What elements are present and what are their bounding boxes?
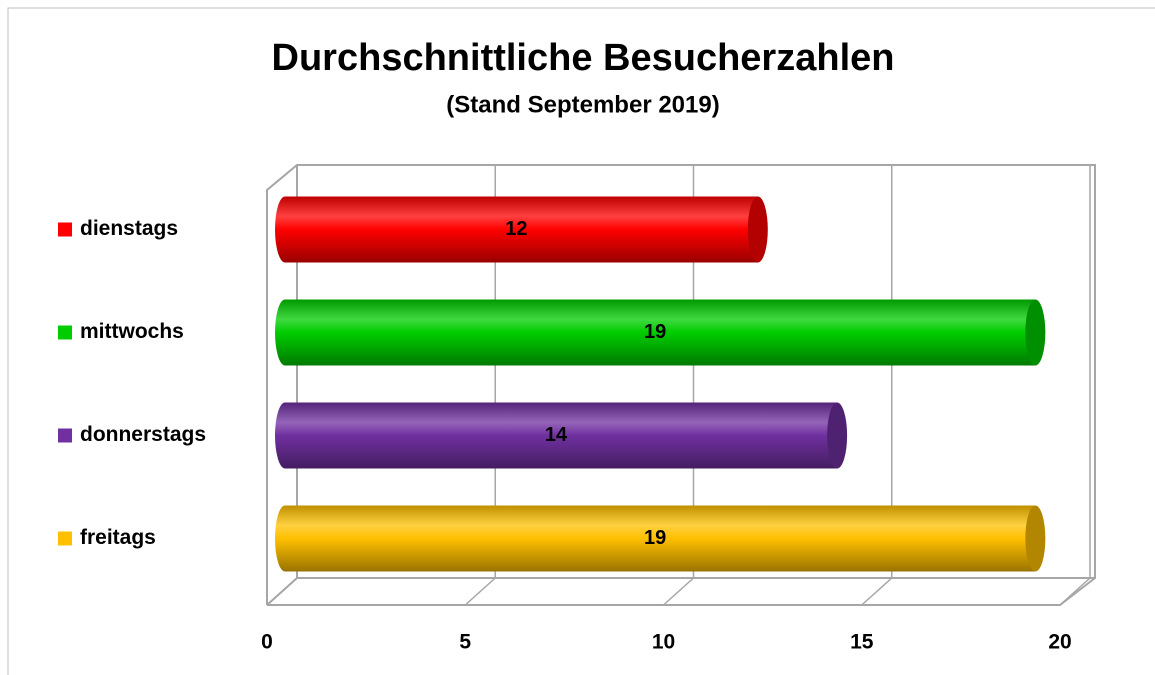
x-tick-label: 20 (1048, 631, 1071, 654)
value-label: 19 (644, 527, 666, 549)
floor-grid-line (1059, 577, 1091, 606)
chart-subtitle: (Stand September 2019) (446, 91, 719, 118)
bar-cap (1025, 505, 1046, 572)
bar (275, 196, 758, 263)
chart-title: Durchschnittliche Besucherzahlen (272, 37, 895, 79)
legend-swatch (58, 325, 72, 340)
floor-grid-line (662, 577, 695, 606)
x-tick-label: 10 (652, 631, 675, 654)
bar (275, 299, 1036, 366)
legend-label: donnerstags (80, 423, 206, 446)
x-tick-label: 15 (850, 631, 874, 654)
bar-cap (1025, 299, 1046, 366)
legend-swatch (58, 222, 72, 237)
bar-cap (747, 196, 768, 263)
legend-swatch (58, 428, 72, 443)
floor-grid-line (861, 577, 893, 606)
bar (275, 402, 838, 469)
value-label: 14 (545, 424, 568, 446)
x-tick-label: 0 (261, 631, 273, 654)
floor-grid-line (266, 577, 298, 606)
legend-label: dienstags (80, 217, 178, 240)
legend-label: freitags (80, 526, 156, 549)
bar-cap (827, 402, 848, 469)
value-label: 12 (505, 218, 527, 240)
legend-label: mittwochs (80, 320, 184, 343)
floor-grid-line (464, 577, 496, 606)
legend-swatch (58, 531, 72, 546)
x-tick-label: 5 (459, 631, 471, 654)
value-label: 19 (644, 321, 666, 343)
bar (275, 505, 1036, 572)
